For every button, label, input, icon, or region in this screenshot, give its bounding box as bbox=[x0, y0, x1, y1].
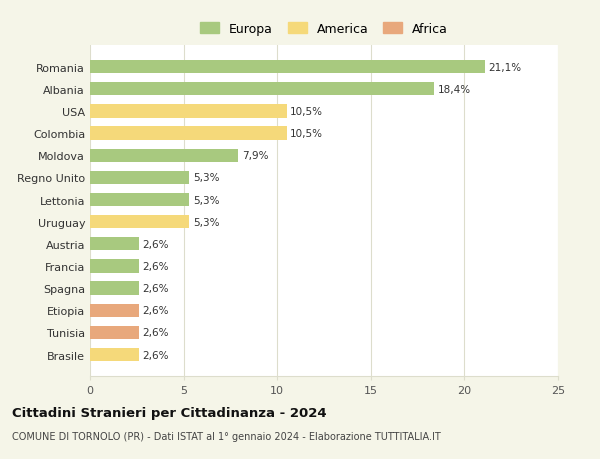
Text: 10,5%: 10,5% bbox=[290, 129, 323, 139]
Text: COMUNE DI TORNOLO (PR) - Dati ISTAT al 1° gennaio 2024 - Elaborazione TUTTITALIA: COMUNE DI TORNOLO (PR) - Dati ISTAT al 1… bbox=[12, 431, 441, 442]
Text: 2,6%: 2,6% bbox=[142, 328, 169, 338]
Text: 5,3%: 5,3% bbox=[193, 195, 220, 205]
Text: 21,1%: 21,1% bbox=[489, 62, 522, 73]
Bar bbox=[90, 149, 238, 162]
Bar bbox=[90, 216, 189, 229]
Text: 7,9%: 7,9% bbox=[242, 151, 268, 161]
Bar bbox=[90, 61, 485, 74]
Text: 5,3%: 5,3% bbox=[193, 173, 220, 183]
Text: 2,6%: 2,6% bbox=[142, 284, 169, 293]
Text: 2,6%: 2,6% bbox=[142, 306, 169, 315]
Bar bbox=[90, 193, 189, 207]
Bar bbox=[90, 348, 139, 361]
Bar bbox=[90, 105, 287, 118]
Legend: Europa, America, Africa: Europa, America, Africa bbox=[196, 19, 452, 39]
Bar bbox=[90, 127, 287, 140]
Bar bbox=[90, 326, 139, 339]
Bar bbox=[90, 171, 189, 185]
Bar bbox=[90, 238, 139, 251]
Text: 5,3%: 5,3% bbox=[193, 217, 220, 227]
Bar bbox=[90, 282, 139, 295]
Bar bbox=[90, 83, 434, 96]
Text: 2,6%: 2,6% bbox=[142, 350, 169, 360]
Bar bbox=[90, 260, 139, 273]
Text: Cittadini Stranieri per Cittadinanza - 2024: Cittadini Stranieri per Cittadinanza - 2… bbox=[12, 406, 326, 419]
Text: 2,6%: 2,6% bbox=[142, 261, 169, 271]
Text: 10,5%: 10,5% bbox=[290, 107, 323, 117]
Text: 2,6%: 2,6% bbox=[142, 239, 169, 249]
Text: 18,4%: 18,4% bbox=[438, 84, 472, 95]
Bar bbox=[90, 304, 139, 317]
